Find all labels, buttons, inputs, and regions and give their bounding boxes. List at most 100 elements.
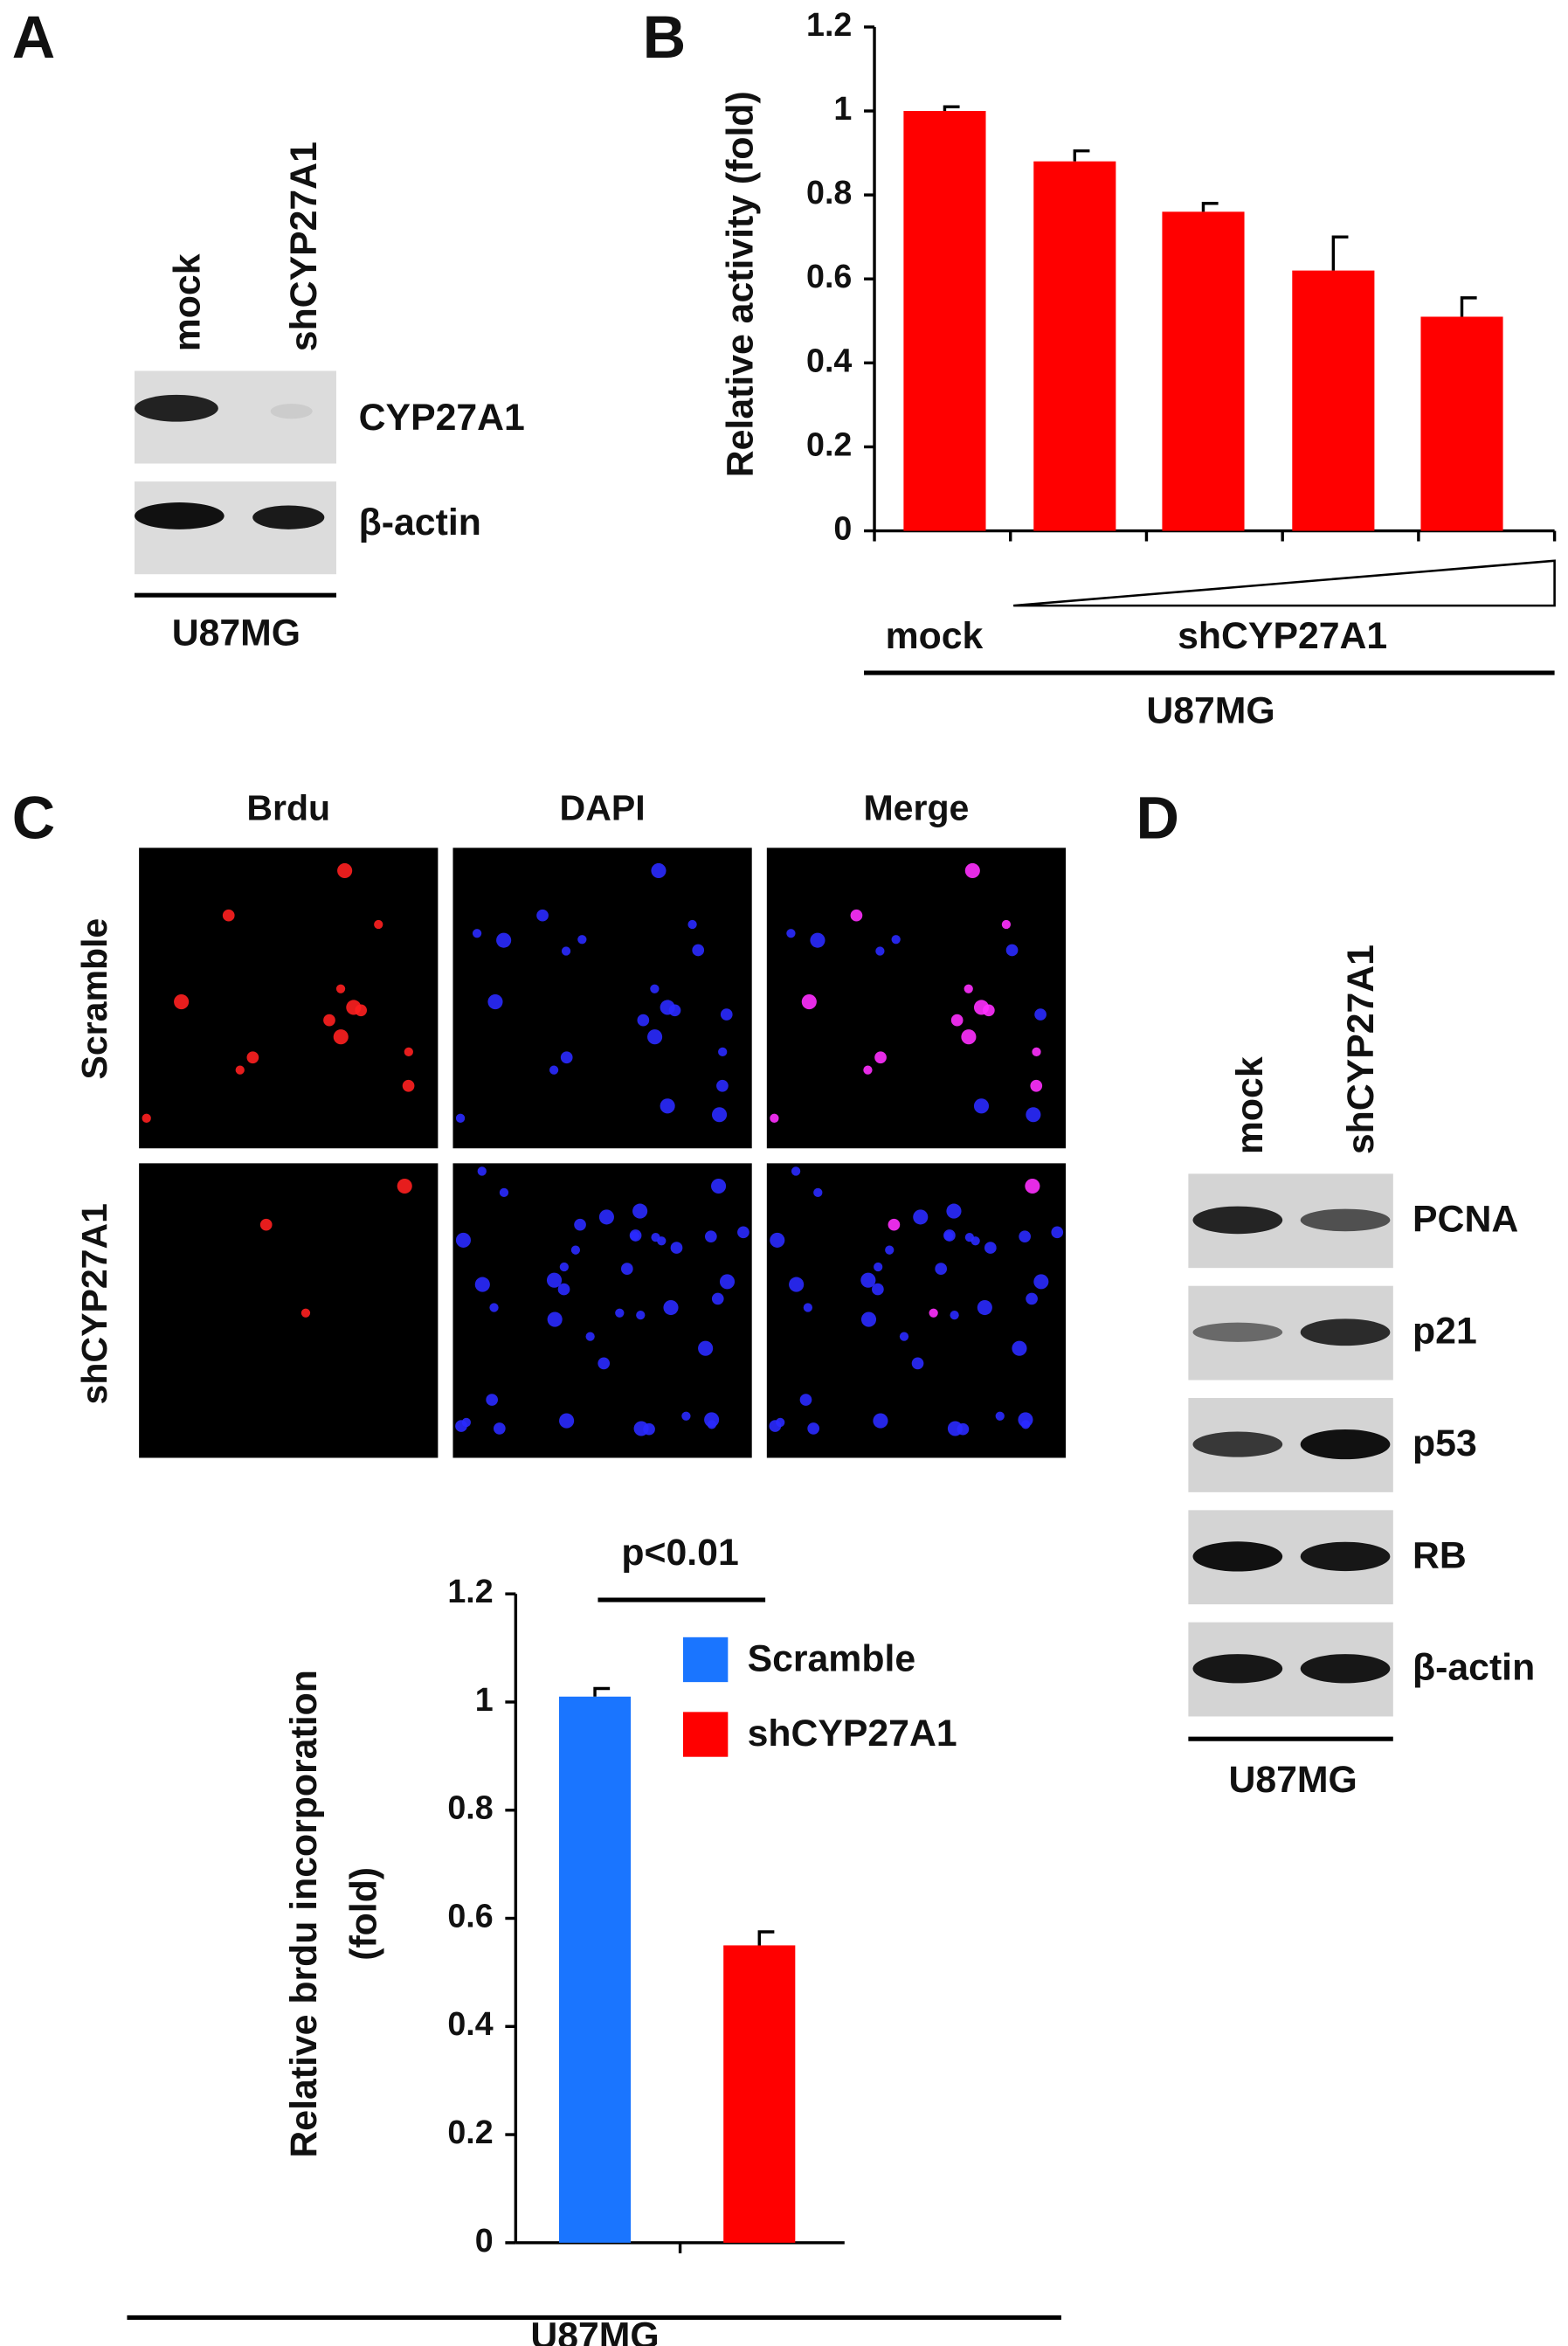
cell-nucleus <box>333 1029 349 1045</box>
error-bar <box>943 105 960 112</box>
cell-nucleus <box>397 1178 412 1194</box>
band <box>1192 1654 1283 1684</box>
micrograph <box>139 848 439 1149</box>
bar <box>903 111 986 531</box>
band <box>1300 1654 1391 1684</box>
cell-nucleus <box>698 1340 714 1356</box>
micrograph <box>452 848 752 1149</box>
error-bar <box>1073 149 1090 162</box>
cell-nucleus <box>629 1229 642 1242</box>
y-tick-label: 0.4 <box>806 342 852 378</box>
lane-label: mock <box>1229 1056 1271 1154</box>
band <box>270 404 313 419</box>
cell-nucleus <box>791 1166 801 1176</box>
cell-nucleus <box>983 1004 995 1017</box>
cell-nucleus <box>995 1411 1005 1421</box>
cell-nucleus <box>687 919 697 930</box>
lane-label: mock <box>167 253 209 351</box>
cell-nucleus <box>598 1209 614 1225</box>
cell-nucleus <box>913 1209 929 1225</box>
micrograph <box>766 1163 1067 1458</box>
y-tick-label: 0.2 <box>447 2114 493 2150</box>
bar <box>723 1945 796 2243</box>
cell-nucleus <box>561 946 571 956</box>
band-label: RB <box>1413 1534 1467 1576</box>
cell-nucleus <box>615 1308 625 1318</box>
y-tick-label: 1 <box>833 90 852 127</box>
row-label: shCYP27A1 <box>74 1203 114 1404</box>
error-bar <box>1331 235 1349 271</box>
x-tick-label: mock <box>886 615 984 657</box>
error-bar <box>593 1686 611 1697</box>
column-header: DAPI <box>560 787 646 827</box>
cell-nucleus <box>891 935 901 945</box>
cell-nucleus <box>946 1203 962 1219</box>
error-bar <box>757 1930 775 1946</box>
cell-nucleus <box>632 1203 648 1219</box>
cell-nucleus <box>647 1029 663 1045</box>
cell-nucleus <box>1034 1008 1046 1021</box>
band-label: p53 <box>1413 1422 1477 1464</box>
panel-letter: B <box>643 3 686 71</box>
cell-nucleus <box>850 909 863 922</box>
error-bar <box>1201 202 1219 212</box>
column-header: Brdu <box>246 787 330 827</box>
cell-nucleus <box>807 1422 820 1435</box>
band-label: β-actin <box>1413 1647 1535 1689</box>
cell-nucleus <box>222 909 235 922</box>
cell-nucleus <box>1021 1420 1031 1429</box>
panel-letter: D <box>1136 784 1178 851</box>
cell-nucleus <box>559 1413 575 1429</box>
bar <box>1292 270 1375 531</box>
cell-nucleus <box>1025 1178 1040 1194</box>
cell-line: U87MG <box>1228 1759 1357 1801</box>
y-tick-label: 1.2 <box>806 6 852 43</box>
cell-nucleus <box>716 1079 729 1092</box>
cell-nucleus <box>786 929 796 938</box>
cell-nucleus <box>570 1245 581 1255</box>
cell-nucleus <box>557 1283 570 1296</box>
cell-nucleus <box>973 1098 990 1114</box>
cell-nucleus <box>404 1047 413 1057</box>
cell-nucleus <box>335 984 346 993</box>
cell-nucleus <box>1026 1107 1041 1123</box>
band <box>1192 1431 1283 1457</box>
band <box>135 394 218 422</box>
panel-letter: C <box>12 784 55 851</box>
bar <box>558 1696 632 2243</box>
micrograph <box>766 848 1067 1149</box>
cell-nucleus <box>402 1079 415 1092</box>
panel-letter: A <box>12 3 55 71</box>
band <box>1300 1429 1391 1460</box>
cell-nucleus <box>633 1421 649 1436</box>
cell-nucleus <box>1005 944 1019 957</box>
band <box>1192 1322 1283 1342</box>
cell-nucleus <box>872 1283 884 1296</box>
cell-nucleus <box>560 1051 573 1064</box>
cell-nucleus <box>259 1218 273 1231</box>
cell-nucleus <box>810 932 825 948</box>
cell-nucleus <box>472 929 482 938</box>
cell-nucleus <box>474 1277 490 1292</box>
cell-nucleus <box>670 1242 683 1254</box>
band <box>1300 1318 1391 1346</box>
cell-nucleus <box>961 1029 977 1045</box>
cell-nucleus <box>300 1308 311 1318</box>
cell-nucleus <box>455 1232 472 1248</box>
cell-line: U87MG <box>172 612 300 654</box>
cell-nucleus <box>935 1263 948 1275</box>
cell-nucleus <box>455 1113 466 1123</box>
micrographs <box>139 848 1067 1458</box>
blot-panel: PCNA p21 p53 RB β-actin <box>1188 1173 1535 1717</box>
cell-nucleus <box>1026 1292 1038 1305</box>
y-tick-label: 0.4 <box>447 2005 493 2042</box>
cell-nucleus <box>546 1272 563 1288</box>
dose-triangle <box>1013 559 1556 607</box>
cell-nucleus <box>875 946 885 956</box>
cell-nucleus <box>1012 1340 1027 1356</box>
cell-nucleus <box>549 1065 559 1075</box>
cell-nucleus <box>235 1065 245 1075</box>
cell-nucleus <box>142 1113 151 1123</box>
cell-nucleus <box>899 1332 909 1341</box>
